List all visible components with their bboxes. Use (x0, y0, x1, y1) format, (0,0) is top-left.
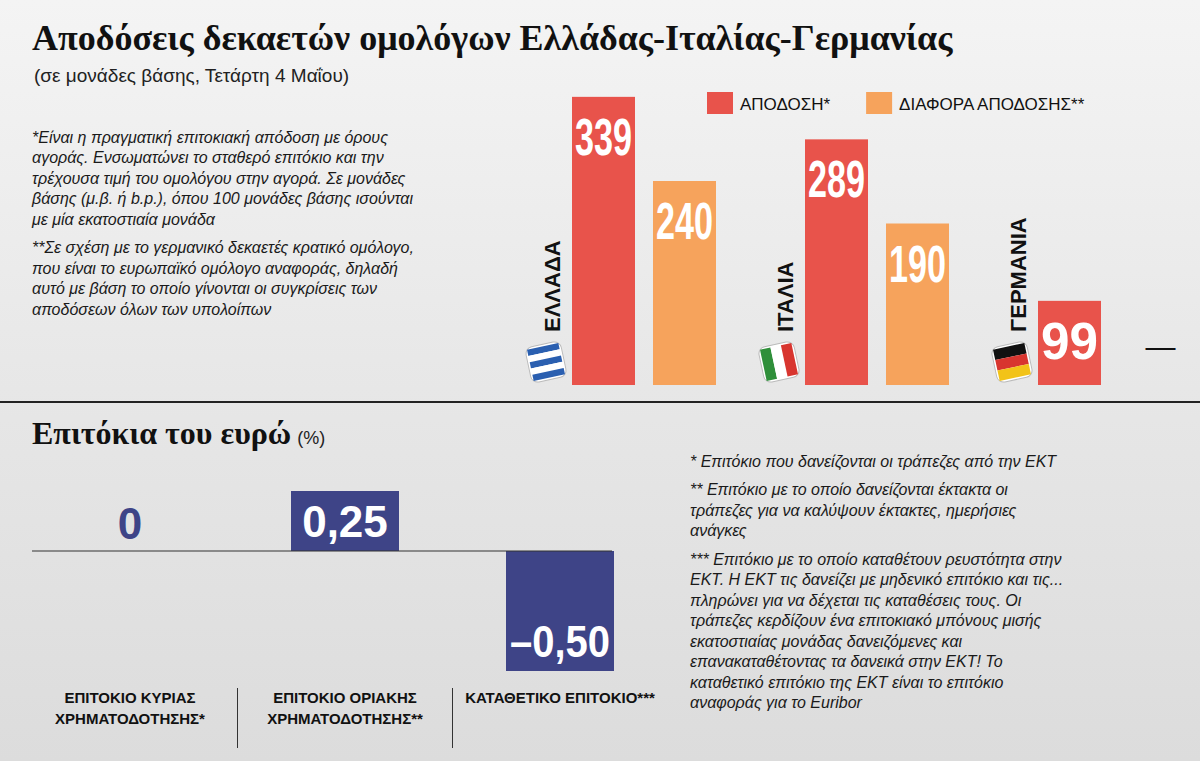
flag-icon (758, 341, 801, 384)
legend-label: ΑΠΟΔΟΣΗ* (740, 95, 830, 114)
labels: ΕΛΛΑΔΑ 339 240 ΙΤΑΛΙΑ 289 190 ΓΕΡΜΑΝΙΑ 99 — (540, 108, 1176, 370)
subtitle: (σε μονάδες βάσης, Τετάρτη 4 Μαΐου) (34, 65, 349, 86)
legend-label: ΔΙΑΦΟΡΑ ΑΠΟΔΟΣΗΣ** (899, 95, 1085, 114)
category-label: ΓΕΡΜΑΝΙΑ (1006, 217, 1031, 332)
category-line: ΧΡΗΜΑΤΟΔΟΤΗΣΗΣ* (55, 710, 205, 727)
column-separator (452, 688, 453, 748)
flag-frame (525, 341, 568, 384)
category-line: ΧΡΗΜΑΤΟΔΟΤΗΣΗΣ** (267, 710, 423, 727)
data-label: 0 (118, 499, 142, 548)
infographic: Αποδόσεις δεκαετών ομολόγων Ελλάδας-Ιταλ… (0, 0, 1200, 761)
data-label: 339 (575, 108, 632, 166)
flag-icon (991, 341, 1034, 384)
baseline (32, 550, 612, 551)
bar (572, 97, 635, 385)
title: Αποδόσεις δεκαετών ομολόγων Ελλάδας-Ιταλ… (32, 18, 953, 58)
data-label: –0,50 (510, 617, 610, 666)
notes: * Επιτόκιο που δανείζονται οι τράπεζες α… (690, 452, 1075, 722)
subtitle: (%) (297, 428, 325, 448)
category-label: ΚΑΤΑΘΕΤΙΚΟ ΕΠΙΤΟΚΙΟ*** (465, 689, 655, 706)
category-label: ΙΤΑΛΙΑ (773, 261, 798, 332)
bar (805, 139, 868, 385)
flag-stripe (997, 364, 1031, 381)
data-label: — (1146, 330, 1176, 363)
note: ** Επιτόκιο με το οποίο δανείζονται έκτα… (690, 480, 1075, 541)
category-label: ΕΛΛΑΔΑ (540, 240, 565, 332)
legend-swatch (866, 92, 892, 114)
bar (506, 551, 614, 671)
flag-icon (525, 341, 568, 384)
bar (291, 491, 399, 551)
bar (1038, 301, 1101, 385)
bars (291, 491, 614, 671)
note: * Επιτόκιο που δανείζονται οι τράπεζες α… (690, 452, 1075, 472)
data-label: 99 (1041, 312, 1098, 370)
category-label: ΕΠΙΤΟΚΙΟ ΚΥΡΙΑΣ ΧΡΗΜΑΤΟΔΟΤΗΣΗΣ* (55, 689, 205, 727)
data-label: 190 (889, 235, 946, 293)
data-label: 0,25 (302, 497, 388, 546)
legend-swatch (707, 92, 733, 114)
flag-stripe (781, 343, 798, 377)
flag-stripe (532, 368, 565, 381)
note: *Είναι η πραγματική επιτοκιακή απόδοση μ… (32, 128, 427, 230)
bars (572, 97, 1101, 385)
flag-frame (991, 341, 1034, 384)
note: *** Επιτόκιο με το οποίο καταθέτουν ρευσ… (690, 550, 1075, 714)
flag-frame (758, 341, 801, 384)
category-line: ΚΑΤΑΘΕΤΙΚΟ ΕΠΙΤΟΚΙΟ*** (465, 689, 655, 706)
note: **Σε σχέση με το γερμανικό δεκαετές κρατ… (32, 238, 427, 320)
labels: 0 ΕΠΙΤΟΚΙΟ ΚΥΡΙΑΣ ΧΡΗΜΑΤΟΔΟΤΗΣΗΣ* 0,25 ΕΠΙΤΟ… (55, 497, 655, 727)
bar (886, 224, 949, 386)
data-label: 289 (808, 150, 865, 208)
category-label: ΕΠΙΤΟΚΙΟ ΟΡΙΑΚΗΣ ΧΡΗΜΑΤΟΔΟΤΗΣΗΣ** (267, 689, 423, 727)
title: Επιτόκια του ευρώ (32, 415, 291, 451)
bar (653, 181, 716, 385)
category-line: ΕΠΙΤΟΚΙΟ ΚΥΡΙΑΣ (64, 689, 195, 706)
notes: *Είναι η πραγματική επιτοκιακή απόδοση μ… (32, 128, 427, 328)
separator (0, 401, 1200, 403)
column-separator (237, 688, 238, 748)
category-line: ΕΠΙΤΟΚΙΟ ΟΡΙΑΚΗΣ (273, 689, 417, 706)
data-label: 240 (656, 192, 713, 250)
